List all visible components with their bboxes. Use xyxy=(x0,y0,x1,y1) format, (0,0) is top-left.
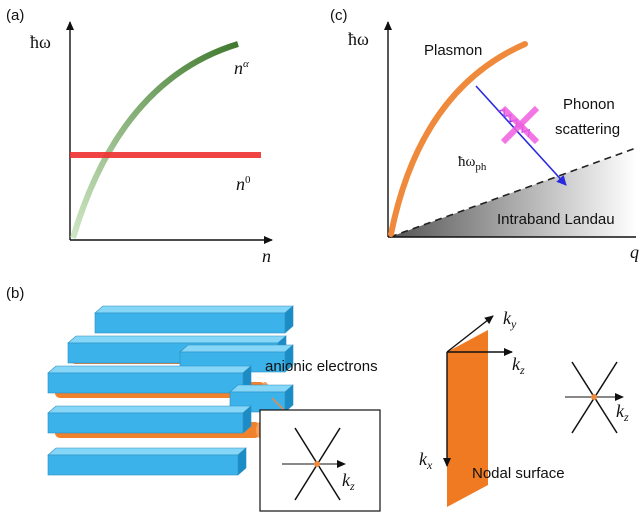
y-axis-label: ħω xyxy=(348,29,369,49)
curve-label: Plasmon xyxy=(424,42,482,59)
x-axis-label: n xyxy=(262,246,271,266)
panel-label: (c) xyxy=(330,7,348,24)
prism-top xyxy=(230,385,293,392)
panel-label: (a) xyxy=(6,7,24,24)
annotation: anionic electrons xyxy=(265,358,378,375)
panel-b: (b) anionic electrons kz ky kz kx Nodal … xyxy=(6,285,629,511)
axis-label: kz xyxy=(512,354,525,377)
prism-front xyxy=(48,373,243,393)
prism-top xyxy=(48,406,251,413)
figure: (a) ħω nα n0 n (c) ħω Plasmon Phonon sca… xyxy=(0,0,642,517)
prism-top xyxy=(68,336,286,343)
curve-label: nα xyxy=(234,58,249,78)
flat-line xyxy=(70,152,261,158)
scattering-label: Phonon xyxy=(563,96,615,113)
x-axis-label: q xyxy=(630,242,639,262)
prism-front xyxy=(95,313,285,333)
node-axis-label: kz xyxy=(616,401,629,424)
node xyxy=(314,461,320,467)
prism-top xyxy=(48,366,251,373)
axis-label: kx xyxy=(419,449,433,472)
prism-top xyxy=(95,306,293,313)
crystal xyxy=(48,306,293,475)
panel-c: (c) ħω Plasmon Phonon scattering ħωph In… xyxy=(330,7,639,262)
line-label: n0 xyxy=(236,174,251,194)
surface-label: Nodal surface xyxy=(472,465,565,482)
panel-a: (a) ħω nα n0 n xyxy=(6,7,272,266)
axis-label: ky xyxy=(503,308,517,331)
phonon-label: ħωph xyxy=(458,154,487,173)
node xyxy=(591,394,597,400)
curve xyxy=(73,44,238,238)
region-label: Intraband Landau xyxy=(497,211,615,228)
scatter-arrow xyxy=(476,86,566,185)
prism-front xyxy=(48,413,243,433)
panel-label: (b) xyxy=(6,285,24,302)
prism-front xyxy=(48,455,238,475)
y-axis-label: ħω xyxy=(30,32,51,52)
prism-top xyxy=(48,448,246,455)
prism-top xyxy=(180,345,293,352)
scattering-label: scattering xyxy=(555,121,620,138)
